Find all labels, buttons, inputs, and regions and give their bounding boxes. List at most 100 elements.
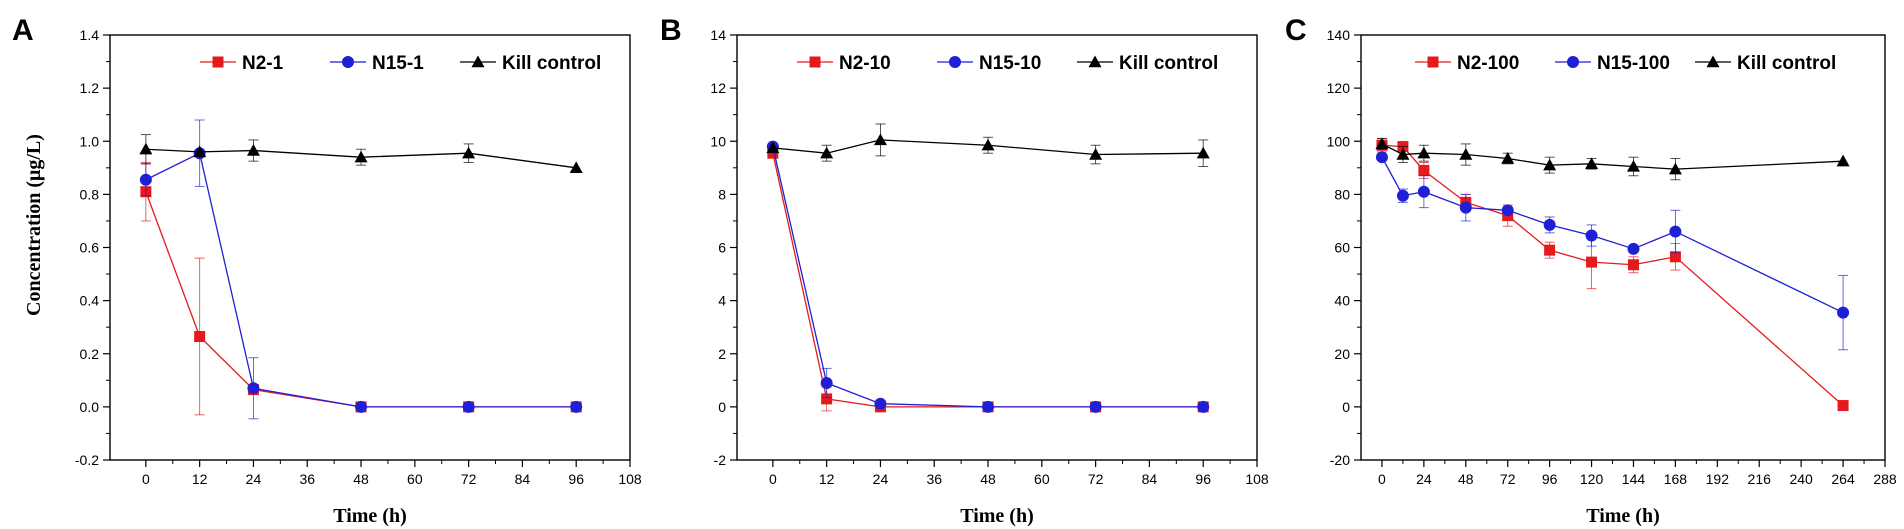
panel-a-kill-control-point [193, 145, 207, 158]
panel-a-kill-control-line [145, 148, 577, 169]
panel-c-legend-marker [1706, 55, 1720, 68]
panel-c-legend-label: N2-100 [1457, 53, 1519, 74]
panel-b-series-n2-10 [767, 147, 1209, 413]
panel-b-x-tick-label: 96 [1195, 471, 1211, 487]
panel-c-kill-control-point [1543, 158, 1557, 171]
panel-b-n2-10-point [767, 147, 779, 159]
panel-c-y-tick-label: 40 [1334, 293, 1350, 309]
panel-a-y-tick-label: -0.2 [75, 452, 99, 468]
panel-c-n2-100-point [1837, 400, 1849, 412]
panel-c-kill-control-point [1501, 152, 1515, 164]
panel-b-legend-label: Kill control [1119, 53, 1218, 74]
panel-b: B 0 12 24 36 48 60 72 84 96 108-202468101214Time … [660, 14, 1269, 527]
panel-c-y-tick-label: -20 [1330, 452, 1350, 468]
panel-c-x-tick-label: 120 [1580, 471, 1604, 487]
panel-b-n2-10-point [821, 393, 833, 405]
panel-b-n2-10-line [772, 153, 1204, 408]
panel-c-y-tick-label: 80 [1334, 186, 1350, 202]
panel-b-n15-10-point [982, 400, 995, 413]
panel-a-n15-1-point [570, 400, 583, 413]
panel-b-kill-control-point [873, 133, 887, 146]
panel-a-series-n15-1 [139, 119, 583, 420]
panel-c-n2-100-point [1544, 244, 1556, 256]
panel-a-legend-marker [471, 55, 485, 68]
panel-a-legend-label: Kill control [502, 53, 601, 74]
panel-c-n2-100-point [1418, 164, 1430, 176]
panel-a-legend-item-n15-1: N15-1 [330, 53, 424, 74]
panel-c-kill-control-point [1668, 162, 1682, 175]
panel-c-n2-100-point [1669, 251, 1681, 263]
panel-b-kill-control-point [1089, 148, 1103, 160]
panel-a-frame [109, 34, 631, 461]
panel-b-legend-marker [809, 56, 821, 68]
panel-c: C 0 24 48 72 96 120 144 168 192 216 240 264 288 -20 0 2… [1285, 14, 1897, 527]
panel-a-n15-1-point [462, 400, 475, 413]
panel-b-legend-label: N15-10 [979, 53, 1041, 74]
panel-c-legend-item-n15-100: N15-100 [1555, 53, 1670, 74]
panel-b-x-tick-label: 72 [1088, 471, 1104, 487]
panel-c-series-kill-control [1375, 137, 1850, 181]
panel-a-legend-label: N15-1 [372, 53, 424, 74]
panel-a-x-tick-label: 84 [515, 471, 531, 487]
panel-a-kill-control-point [569, 161, 583, 174]
panel-b-legend-marker [1088, 55, 1102, 68]
panel-a-legend-item-n2-1: N2-1 [200, 53, 284, 74]
panel-c-x-tick-label: 96 [1542, 471, 1558, 487]
panel-c-x-tick-label: 144 [1622, 471, 1646, 487]
panel-c-y-tick-label: 0 [1342, 399, 1350, 415]
panel-a-kill-control-point [354, 150, 368, 163]
panel-c-n15-100-point [1501, 204, 1514, 217]
panel-c-x-tick-label: 240 [1789, 471, 1813, 487]
panel-b-y-tick-label: 12 [710, 80, 726, 96]
panel-b-n15-10-point [820, 376, 833, 389]
panel-c-n15-100-point [1585, 229, 1598, 242]
panel-c-kill-control-point [1417, 146, 1431, 159]
panel-c-n15-100-point [1837, 306, 1850, 319]
panel-b-n15-10-point [874, 397, 887, 410]
panel-a-y-tick-label: 0.2 [80, 346, 100, 362]
panel-a-y-tick-label: 1.2 [80, 80, 100, 96]
panel-c-x-tick-label: 288 [1873, 471, 1897, 487]
panel-c-legend-label: Kill control [1737, 53, 1836, 74]
panel-c-kill-control-point [1836, 154, 1850, 167]
panel-a-y-tick-label: 0.8 [80, 186, 100, 202]
panel-c-legend-marker [1427, 56, 1439, 68]
panel-c-x-tick-label: 24 [1416, 471, 1432, 487]
panel-c-legend-marker [1567, 56, 1579, 68]
panel-a-kill-control-point [462, 146, 476, 159]
panel-b-y-tick-label: 2 [718, 346, 726, 362]
panel-a-x-tick-label: 12 [192, 471, 208, 487]
panel-c-x-tick-label: 48 [1458, 471, 1474, 487]
panel-b-y-tick-label: -2 [714, 452, 727, 468]
panel-a-kill-control-point [139, 142, 153, 155]
panel-a-x-tick-label: 24 [246, 471, 262, 487]
y-axis-title: Concentration (μg/L) [23, 134, 45, 316]
panel-a-n15-1-point [355, 400, 368, 413]
panel-b-y-tick-label: 8 [718, 186, 726, 202]
panel-c-n15-100-point [1375, 151, 1388, 164]
panel-b-x-tick-label: 60 [1034, 471, 1050, 487]
panel-a-n15-1-point [139, 173, 152, 186]
panel-c-x-tick-label: 264 [1831, 471, 1855, 487]
panel-c-x-tick-label: 216 [1748, 471, 1772, 487]
panel-c-n2-100-point [1586, 256, 1598, 268]
panel-b-y-tick-label: 0 [718, 399, 726, 415]
panel-b-kill-control-line [772, 139, 1204, 156]
panel-b-kill-control-point [1196, 146, 1210, 159]
panel-c-n2-100-point [1627, 259, 1639, 271]
panel-a-x-tick-label: 48 [353, 471, 369, 487]
panel-c-y-tick-label: 20 [1334, 346, 1350, 362]
panel-a-y-tick-label: 1.0 [80, 133, 100, 149]
panel-c-y-tick-label: 100 [1327, 133, 1351, 149]
panel-b-legend-label: N2-10 [839, 53, 891, 74]
panel-b-kill-control-point [766, 141, 780, 154]
panel-b-series-n15-10 [766, 140, 1210, 413]
panel-a-label: A [12, 14, 34, 47]
panel-a-n2-1-point [194, 330, 206, 342]
panel-b-legend-item-n2-10: N2-10 [797, 53, 891, 74]
panel-c-series-n15-100 [1375, 151, 1850, 351]
panel-c-n15-100-point [1627, 242, 1640, 255]
panel-a-y-tick-label: 0.4 [80, 293, 100, 309]
panel-a-n2-1-line [145, 191, 577, 408]
